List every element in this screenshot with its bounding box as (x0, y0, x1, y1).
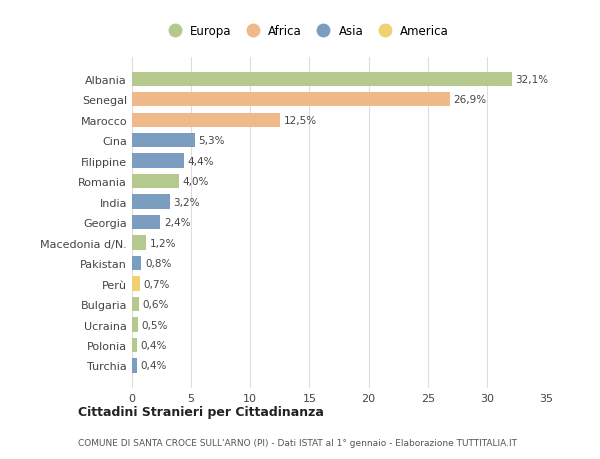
Text: 2,4%: 2,4% (164, 218, 190, 228)
Bar (132, 256, 142, 271)
Text: 0,6%: 0,6% (143, 299, 169, 309)
Bar (132, 358, 137, 373)
Text: COMUNE DI SANTA CROCE SULL'ARNO (PI) - Dati ISTAT al 1° gennaio - Elaborazione T: COMUNE DI SANTA CROCE SULL'ARNO (PI) - D… (78, 438, 517, 447)
Bar (132, 73, 512, 87)
Text: 0,4%: 0,4% (140, 361, 167, 371)
Bar (132, 236, 146, 250)
Bar (132, 318, 138, 332)
Bar (132, 113, 280, 128)
Legend: Europa, Africa, Asia, America: Europa, Africa, Asia, America (163, 25, 449, 38)
Text: 0,5%: 0,5% (142, 320, 168, 330)
Text: 5,3%: 5,3% (198, 136, 225, 146)
Text: 1,2%: 1,2% (150, 238, 176, 248)
Text: 4,4%: 4,4% (188, 157, 214, 166)
Text: 0,7%: 0,7% (144, 279, 170, 289)
Bar (132, 297, 139, 312)
Bar (132, 93, 450, 107)
Text: 12,5%: 12,5% (283, 115, 317, 125)
Bar (132, 215, 160, 230)
Text: 0,8%: 0,8% (145, 258, 172, 269)
Bar (132, 338, 137, 353)
Text: Cittadini Stranieri per Cittadinanza: Cittadini Stranieri per Cittadinanza (78, 405, 324, 419)
Bar (132, 134, 194, 148)
Text: 4,0%: 4,0% (183, 177, 209, 187)
Text: 26,9%: 26,9% (454, 95, 487, 105)
Text: 3,2%: 3,2% (173, 197, 200, 207)
Bar (132, 154, 184, 168)
Text: 0,4%: 0,4% (140, 340, 167, 350)
Bar (132, 195, 170, 209)
Text: 32,1%: 32,1% (515, 74, 548, 84)
Bar (132, 174, 179, 189)
Bar (132, 277, 140, 291)
